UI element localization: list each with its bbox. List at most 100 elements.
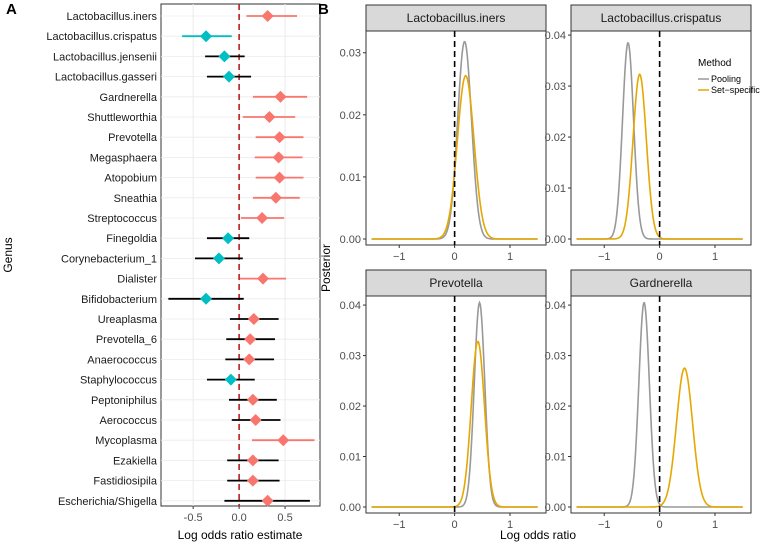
- panel-b-facets: Lactobacillus.iners 0.00 0.01 0.02 0.03 −1 0 1 L…: [340, 4, 752, 531]
- genus-label: Megasphaera: [90, 152, 158, 164]
- y-tick-label: 0.01: [545, 183, 566, 195]
- facet-title: Lactobacillus.crispatus: [601, 11, 722, 25]
- facet-prevotella: Prevotella 0.00 0.01 0.02 0.03 0.04 −1 0 1: [340, 269, 547, 531]
- genus-label: Sneathia: [114, 193, 158, 205]
- legend-label-pooling: Pooling: [711, 74, 741, 84]
- genus-label: Escherichia/Shigella: [58, 496, 158, 508]
- estimate-point: [218, 50, 231, 63]
- panel-b: B Lactobacillus.iners 0.00 0.01 0.02 0.03 −1 0…: [318, 1, 760, 542]
- facet-gardnerella: Gardnerella 0.00 0.01 0.02 0.03 0.04 −1 0 1: [545, 269, 752, 531]
- y-tick-label: 0.02: [545, 132, 566, 144]
- genus-label: Lactobacillus.iners: [67, 11, 158, 23]
- estimate-point: [249, 414, 262, 426]
- facet-plot-area: [570, 30, 752, 246]
- facet-title: Gardnerella: [630, 276, 693, 290]
- genus-label: Peptoniphilus: [91, 395, 158, 407]
- facet-title: Prevotella: [429, 276, 483, 290]
- panel-b-label: B: [318, 1, 329, 18]
- series-line-set-specific: [576, 367, 743, 508]
- estimate-point: [256, 212, 269, 224]
- estimate-point: [269, 191, 282, 204]
- y-tick-label: 0.04: [340, 300, 361, 312]
- facet-plot-area: [365, 295, 547, 514]
- y-tick-label: 0.03: [340, 48, 361, 60]
- panel-a-plot-area: [160, 3, 321, 507]
- genus-label: Aerococcus: [100, 415, 158, 427]
- genus-label: Atopobium: [104, 173, 157, 185]
- x-tick-label: −1: [393, 251, 406, 263]
- estimate-point: [200, 30, 213, 43]
- genus-label: Bifidobacterium: [81, 294, 157, 306]
- estimate-point: [244, 333, 257, 346]
- estimate-point: [246, 393, 259, 406]
- genus-label: Prevotella_6: [96, 334, 157, 346]
- facet-strip: [365, 4, 547, 32]
- x-tick-label: 1: [507, 519, 513, 531]
- genus-label: Staphylococcus: [80, 375, 158, 387]
- genus-label: Ureaplasma: [98, 314, 158, 326]
- facet-plot-area: [570, 295, 752, 514]
- estimate-point: [263, 111, 276, 123]
- legend-title: Method: [698, 58, 731, 69]
- panel-a-x-ticks: -0.5 0.0 0.5: [184, 506, 293, 524]
- genus-label: Anaerococcus: [87, 354, 157, 366]
- genus-label: Ezakiella: [113, 455, 158, 467]
- estimate-point: [277, 434, 290, 447]
- x-tick-label: −1: [598, 251, 611, 263]
- facet-lactobacillus-crispatus: Lactobacillus.crispatus 0.00 0.01 0.02 0.03 0…: [545, 4, 752, 263]
- x-tick-label: 0: [657, 519, 663, 531]
- estimate-point: [246, 454, 259, 467]
- y-tick-label: 0.00: [545, 502, 566, 514]
- legend-label-set-specific: Set−specific: [711, 85, 760, 95]
- x-tick-label: 0.0: [231, 512, 246, 524]
- x-tick-label: 1: [712, 251, 718, 263]
- estimate-point: [222, 232, 235, 245]
- panel-a-label: A: [6, 1, 17, 18]
- estimate-point: [273, 131, 286, 144]
- estimate-point: [246, 474, 259, 487]
- estimate-point: [200, 292, 213, 305]
- estimate-point: [272, 151, 285, 164]
- estimate-point: [212, 252, 225, 265]
- x-tick-label: 0: [657, 251, 663, 263]
- panel-a-y-axis-title: Genus: [1, 237, 15, 272]
- genus-label: Shuttleworthia: [87, 112, 158, 124]
- y-tick-label: 0.02: [340, 110, 361, 122]
- facet-title: Lactobacillus.iners: [407, 11, 506, 25]
- genus-label: Lactobacillus.gasseri: [55, 72, 157, 84]
- x-tick-label: 0.5: [277, 512, 292, 524]
- genus-label: Streptococcus: [87, 213, 157, 225]
- x-tick-label: 0: [452, 251, 458, 263]
- y-tick-label: 0.01: [545, 452, 566, 464]
- panel-a-x-axis-title: Log odds ratio estimate: [178, 528, 303, 542]
- y-tick-label: 0.00: [340, 502, 361, 514]
- genus-label: Finegoldia: [106, 233, 158, 245]
- estimate-point: [247, 313, 260, 325]
- x-tick-label: −1: [598, 519, 611, 531]
- estimate-point: [224, 373, 237, 386]
- genus-label: Fastidiosipila: [93, 476, 157, 488]
- y-tick-label: 0.04: [545, 300, 566, 312]
- genus-label: Lactobacillus.crispatus: [46, 31, 157, 43]
- genus-label: Dialister: [117, 274, 157, 286]
- panel-b-y-axis-title: Posterior: [319, 244, 333, 292]
- y-tick-label: 0.00: [340, 234, 361, 246]
- facet-lactobacillus-iners: Lactobacillus.iners 0.00 0.01 0.02 0.03 −1 0 1: [340, 4, 547, 263]
- y-tick-label: 0.03: [340, 351, 361, 363]
- genus-label: Lactobacillus.jensenii: [53, 51, 157, 63]
- estimate-point: [243, 353, 256, 366]
- y-tick-label: 0.03: [545, 351, 566, 363]
- x-tick-label: 1: [712, 519, 718, 531]
- panel-a-rows: Lactobacillus.iners Lactobacillus.crispat…: [46, 10, 315, 508]
- estimate-point: [274, 90, 287, 103]
- series-line-set-specific: [576, 73, 743, 240]
- x-tick-label: 0: [452, 519, 458, 531]
- facet-strip: [570, 269, 752, 297]
- y-tick-label: 0.00: [545, 234, 566, 246]
- y-tick-label: 0.01: [340, 452, 361, 464]
- facet-strip: [365, 269, 547, 297]
- y-tick-label: 0.02: [340, 401, 361, 413]
- estimate-point: [223, 70, 236, 83]
- genus-label: Corynebacterium_1: [61, 253, 157, 265]
